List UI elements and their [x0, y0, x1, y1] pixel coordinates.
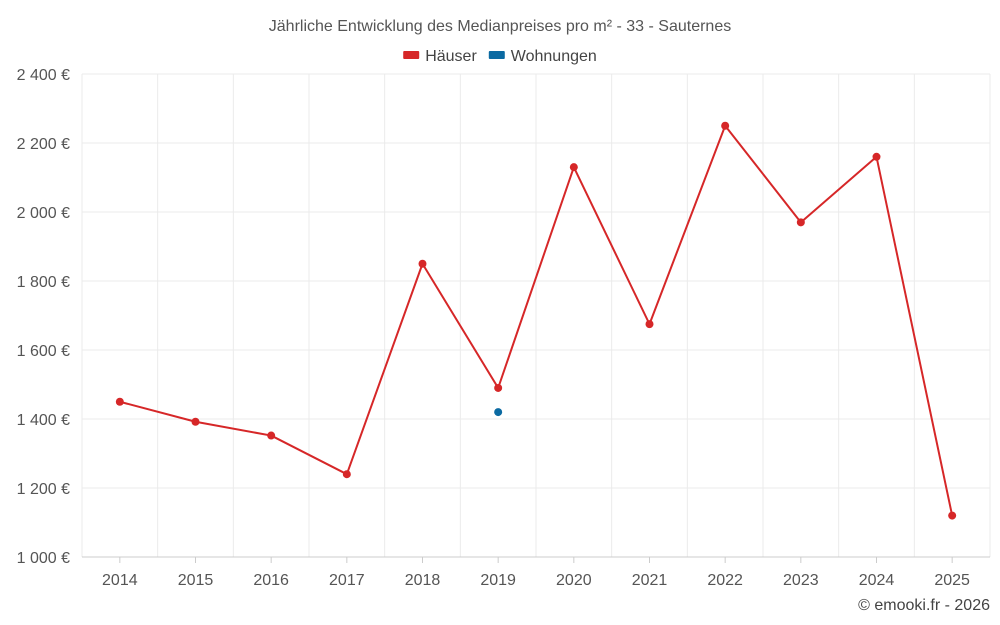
- x-tick-label: 2015: [178, 572, 214, 589]
- series-line-h-user: [119, 124, 954, 516]
- y-tick-label: 1 600 €: [17, 343, 70, 360]
- data-point-h-user[interactable]: [115, 397, 124, 406]
- x-tick-label: 2022: [707, 572, 743, 589]
- chart-title: Jährliche Entwicklung des Medianpreises …: [269, 18, 731, 35]
- data-point-h-user[interactable]: [191, 417, 200, 426]
- data-point-h-user[interactable]: [872, 152, 881, 161]
- credit-text: © emooki.fr - 2026: [858, 597, 990, 614]
- y-tick-label: 2 400 €: [17, 67, 70, 84]
- data-point-h-user[interactable]: [267, 431, 276, 440]
- legend-item-h-user[interactable]: Häuser: [403, 48, 477, 65]
- grid: [82, 73, 991, 557]
- data-point-h-user[interactable]: [948, 511, 957, 520]
- x-tick-label: 2017: [329, 572, 365, 589]
- data-point-h-user[interactable]: [721, 121, 730, 130]
- x-tick-label: 2020: [556, 572, 592, 589]
- legend-label: Wohnungen: [511, 48, 597, 65]
- series: [115, 121, 957, 520]
- y-tick-label: 1 400 €: [17, 412, 70, 429]
- data-point-h-user[interactable]: [342, 470, 351, 479]
- data-point-h-user[interactable]: [418, 259, 427, 268]
- data-point-wohnungen[interactable]: [494, 408, 503, 417]
- data-point-h-user[interactable]: [645, 320, 654, 329]
- legend-label: Häuser: [425, 48, 477, 65]
- y-tick-label: 2 200 €: [17, 136, 70, 153]
- y-axis: 1 000 € 1 200 € 1 400 € 1 600 € 1 800 € 2 000…: [17, 67, 83, 567]
- x-tick-label: 2021: [632, 572, 668, 589]
- legend-swatch: [403, 51, 420, 59]
- x-tick-label: 2014: [102, 572, 138, 589]
- data-point-h-user[interactable]: [569, 163, 578, 172]
- x-axis: 2014 2015 2016 2017 2018 2019 2020 2021 2022 2023…: [82, 556, 990, 589]
- legend-swatch: [488, 51, 505, 59]
- x-tick-label: 2018: [405, 572, 441, 589]
- y-tick-label: 2 000 €: [17, 205, 70, 222]
- y-tick-label: 1 000 €: [17, 550, 70, 567]
- data-point-h-user[interactable]: [494, 383, 503, 392]
- x-tick-label: 2016: [253, 572, 289, 589]
- legend[interactable]: Häuser Wohnungen: [403, 48, 597, 65]
- x-tick-label: 2024: [859, 572, 895, 589]
- data-point-h-user[interactable]: [796, 218, 805, 227]
- x-tick-label: 2023: [783, 572, 819, 589]
- y-tick-label: 1 200 €: [17, 481, 70, 498]
- x-tick-label: 2019: [480, 572, 516, 589]
- y-tick-label: 1 800 €: [17, 274, 70, 291]
- legend-item-wohnungen[interactable]: Wohnungen: [488, 48, 597, 65]
- x-tick-label: 2025: [934, 572, 970, 589]
